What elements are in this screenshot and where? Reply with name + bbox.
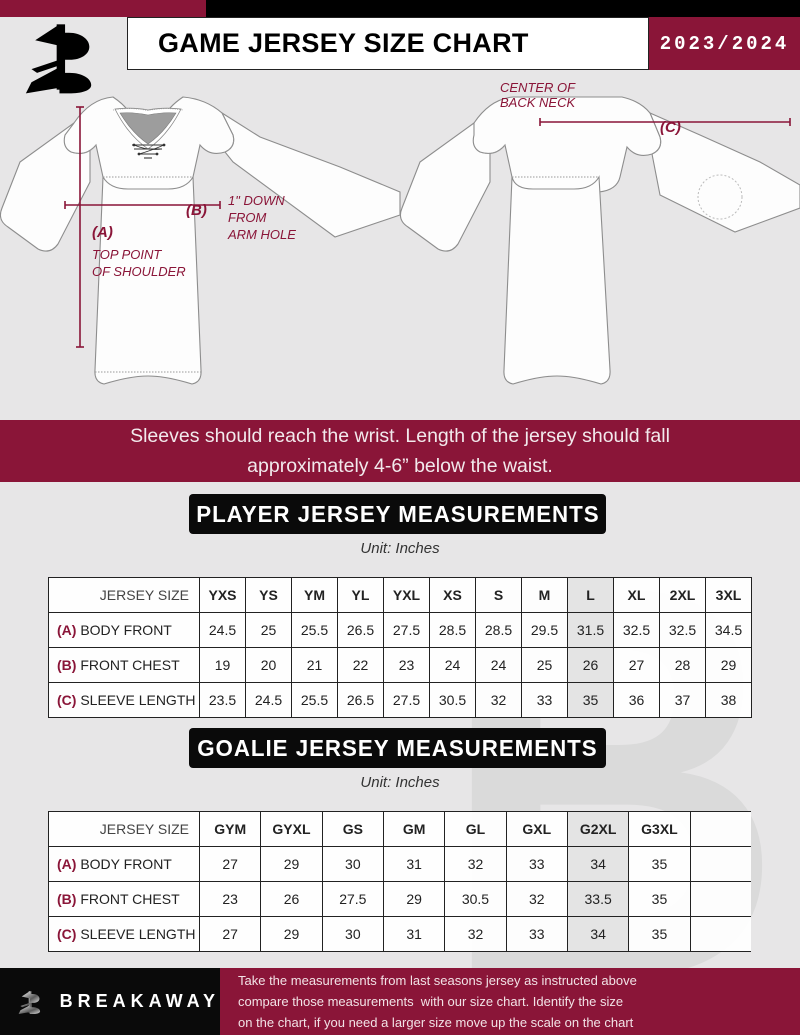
svg-text:1" DOWN: 1" DOWN — [228, 193, 285, 208]
svg-text:FROM: FROM — [228, 210, 266, 225]
svg-text:BACK NECK: BACK NECK — [500, 95, 576, 110]
svg-text:(B): (B) — [186, 202, 207, 219]
svg-text:OF SHOULDER: OF SHOULDER — [92, 264, 186, 279]
svg-text:ARM HOLE: ARM HOLE — [227, 227, 296, 242]
svg-text:(A): (A) — [92, 224, 113, 241]
svg-text:CENTER OF: CENTER OF — [500, 80, 576, 95]
svg-text:TOP POINT: TOP POINT — [92, 247, 162, 262]
svg-text:(C): (C) — [660, 119, 681, 136]
